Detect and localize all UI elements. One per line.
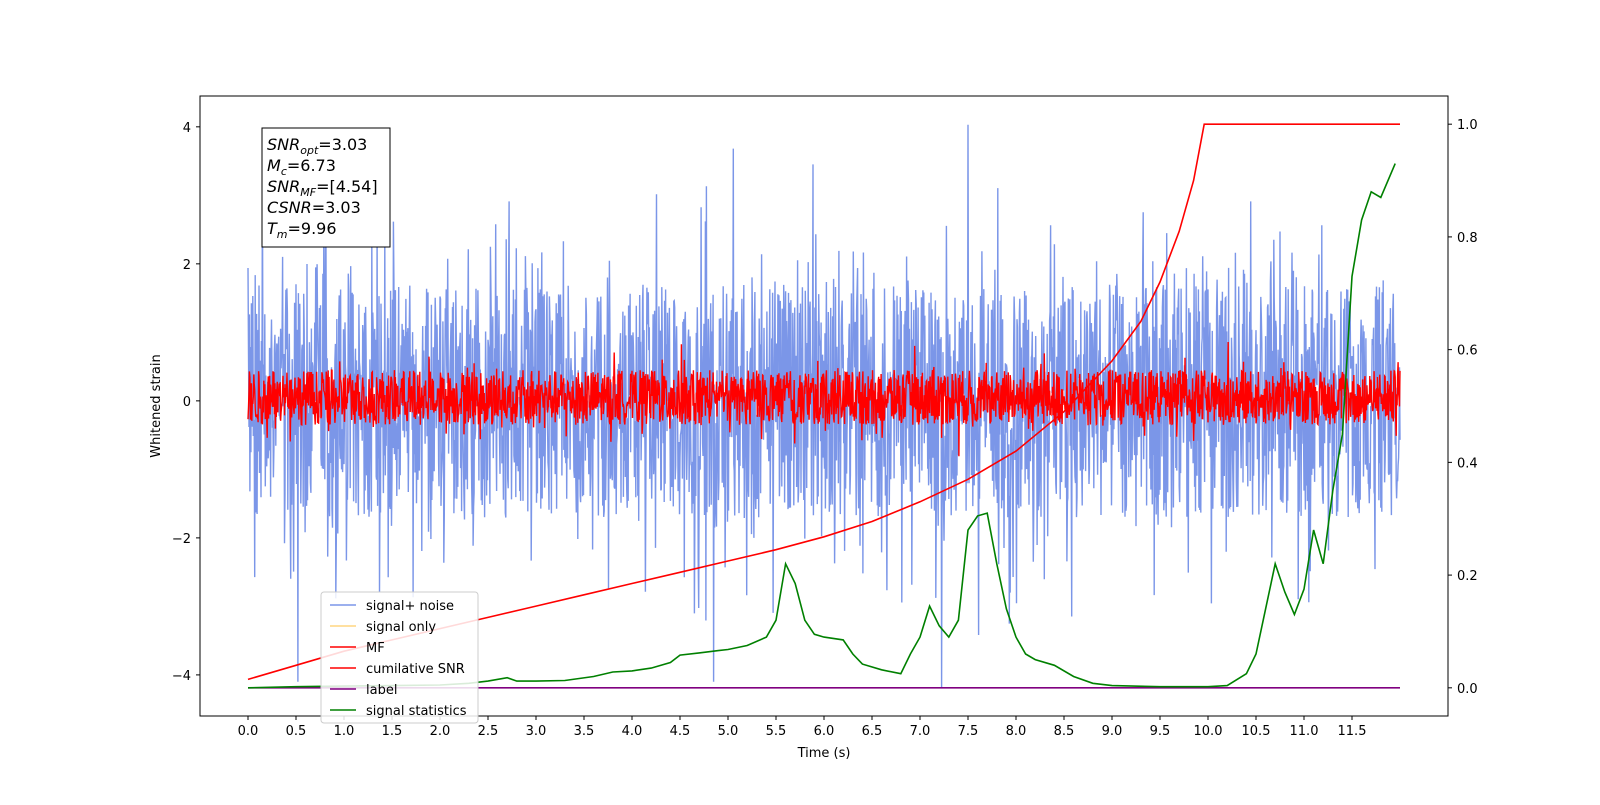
- x-tick-label: 7.0: [910, 724, 931, 739]
- y2-tick-label: 1.0: [1457, 118, 1478, 133]
- x-tick-label: 9.5: [1150, 724, 1171, 739]
- x-tick-label: 5.0: [718, 724, 739, 739]
- x-tick-label: 4.0: [622, 724, 643, 739]
- annotation-line: SNRMF=[4.54]: [267, 177, 378, 199]
- legend-entry: signal statistics: [366, 704, 467, 719]
- x-tick-label: 3.5: [574, 724, 595, 739]
- legend-entry: label: [366, 683, 397, 698]
- series-mf: [247, 341, 1401, 457]
- x-tick-label: 8.0: [1006, 724, 1027, 739]
- y-axis-left: 4 2 0 −2 −4: [172, 121, 200, 684]
- y-tick-label: 2: [183, 258, 191, 273]
- x-tick-label: 2.5: [478, 724, 499, 739]
- x-tick-label: 2.0: [430, 724, 451, 739]
- x-tick-label: 10.0: [1194, 724, 1223, 739]
- x-tick-label: 1.5: [382, 724, 403, 739]
- series-signal-statistics: [247, 163, 1396, 689]
- legend-entry: signal+ noise: [366, 599, 454, 614]
- y-tick-label: −2: [172, 532, 191, 547]
- x-tick-label: 3.0: [526, 724, 547, 739]
- series-signal-noise: [247, 124, 1401, 688]
- annotation-line: SNRopt=3.03: [267, 135, 367, 157]
- x-tick-label: 0.0: [238, 724, 259, 739]
- y2-tick-label: 0.4: [1457, 456, 1478, 471]
- annotation-line: Tm=9.96: [267, 219, 337, 241]
- x-tick-label: 4.5: [670, 724, 691, 739]
- y-tick-label: −4: [172, 669, 191, 684]
- x-tick-label: 0.5: [286, 724, 307, 739]
- x-tick-label: 9.0: [1102, 724, 1123, 739]
- x-tick-label: 6.0: [814, 724, 835, 739]
- x-axis: 0.0 0.5 1.0 1.5 2.0 2.5 3.0 3.5 4.0 4.5 5.0 5.5 6.0 6…: [238, 716, 1367, 739]
- x-tick-label: 10.5: [1242, 724, 1271, 739]
- y2-tick-label: 0.8: [1457, 231, 1478, 246]
- legend-frame: [320, 591, 479, 724]
- annotation-frame: [261, 127, 391, 248]
- x-tick-label: 8.5: [1054, 724, 1075, 739]
- annotation-line: CSNR=3.03: [267, 198, 361, 217]
- x-tick-label: 11.5: [1338, 724, 1367, 739]
- legend: signal+ noise signal only MF cumilative SNR…: [320, 591, 479, 724]
- x-tick-label: 11.0: [1290, 724, 1319, 739]
- y2-tick-label: 0.6: [1457, 344, 1478, 359]
- y-axis-label: Whitened strain: [149, 354, 164, 457]
- legend-entry: cumilative SNR: [366, 662, 465, 677]
- x-tick-label: 1.0: [334, 724, 355, 739]
- y-tick-label: 0: [183, 395, 191, 410]
- y2-tick-label: 0.2: [1457, 569, 1478, 584]
- y2-tick-label: 0.0: [1457, 682, 1478, 697]
- x-axis-label: Time (s): [797, 746, 851, 761]
- y-tick-label: 4: [183, 121, 191, 136]
- legend-entry: signal only: [366, 620, 436, 635]
- legend-entry: MF: [366, 641, 385, 656]
- x-tick-label: 7.5: [958, 724, 979, 739]
- annotation-line: Mc=6.73: [267, 156, 336, 178]
- y-axis-right: 1.0 0.8 0.6 0.4 0.2 0.0: [1448, 118, 1478, 697]
- x-tick-label: 5.5: [766, 724, 787, 739]
- x-tick-label: 6.5: [862, 724, 883, 739]
